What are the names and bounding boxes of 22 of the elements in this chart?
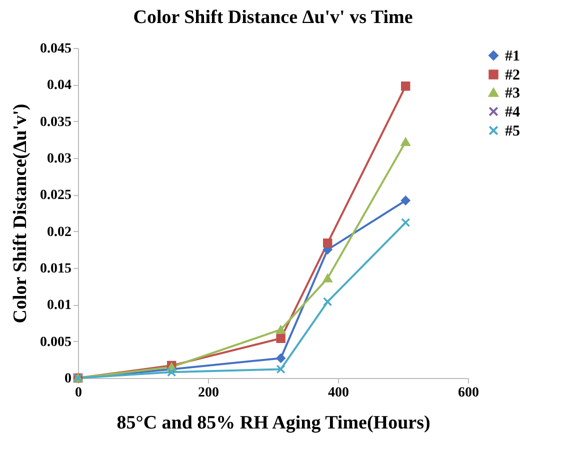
y-tick-label: 0.01 [47,298,72,314]
y-tick-label: 0.015 [40,262,72,276]
chart-title: Color Shift Distance Δu'v' vs Time [133,7,413,28]
y-tick-label: 0.035 [40,114,72,130]
y-tick-label: 0.045 [40,42,72,56]
x-tick-label: 600 [458,386,479,400]
y-tick-label: 0 [64,372,72,386]
legend-label: #5 [505,124,520,140]
y-tick-label: 0.005 [40,334,72,350]
y-tick-label: 0.02 [47,224,72,240]
legend-label: #4 [505,104,520,120]
x-tick-label: 200 [198,386,219,400]
x-axis-title: 85°C and 85% RH Aging Time(Hours) [116,412,430,434]
y-axis-title: Color Shift Distance(Δu'v') [10,104,31,324]
legend-label: #1 [505,48,520,64]
y-tick-label: 0.03 [47,152,72,166]
legend-label: #2 [505,68,520,84]
legend-label: #3 [505,86,520,102]
x-tick-label: 400 [328,386,349,400]
x-tick-label: 0 [75,386,82,400]
y-tick-label: 0.04 [47,78,72,94]
y-tick-label: 0.025 [40,188,72,204]
